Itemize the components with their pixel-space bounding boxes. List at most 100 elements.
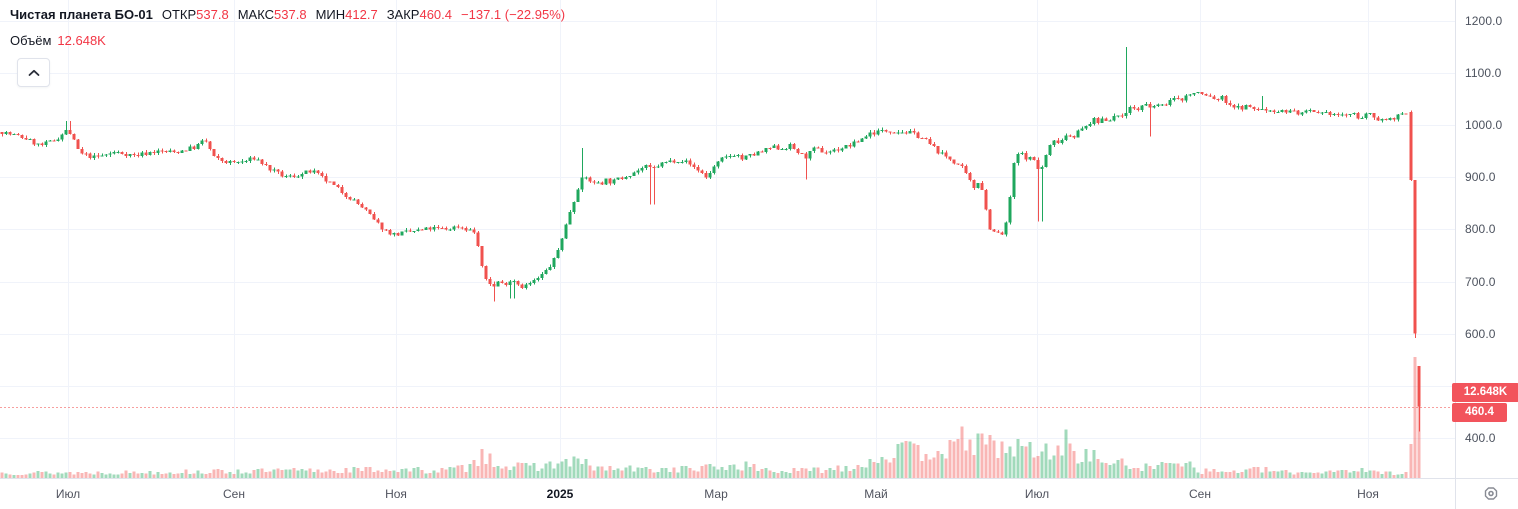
volume-bar (908, 441, 912, 478)
volume-bar (164, 473, 168, 478)
candle-body (1152, 105, 1156, 108)
candle-body (324, 175, 328, 182)
candle-body (828, 151, 832, 153)
candle-body (1340, 114, 1344, 116)
volume-bar (1016, 438, 1020, 478)
volume-bar (132, 471, 136, 478)
candle-body (872, 132, 876, 135)
volume-bar (472, 460, 476, 478)
candle-body (848, 145, 852, 147)
candle-body (308, 170, 312, 173)
volume-bar (692, 470, 696, 478)
volume-bar (260, 468, 264, 478)
candle-body (16, 134, 20, 136)
volume-bar (1096, 458, 1100, 478)
volume-bar (848, 471, 852, 478)
candle-body (1076, 130, 1080, 138)
candle-body (464, 227, 468, 231)
volume-bar (1272, 471, 1276, 478)
volume-bar (196, 470, 200, 478)
candle-body (220, 158, 224, 162)
time-tick-label: Июл (55, 487, 81, 501)
volume-bar (616, 468, 620, 478)
volume-bar (100, 473, 104, 478)
volume-bar (872, 461, 876, 478)
candle-body (1409, 112, 1413, 180)
last-price-badge: 460.4 (1452, 402, 1507, 422)
candle-body (88, 153, 92, 159)
candle-body (384, 229, 388, 231)
volume-bar (300, 468, 304, 478)
candle-body (492, 283, 496, 287)
candle-body (120, 152, 124, 155)
candle-body (288, 175, 292, 177)
volume-bar (484, 464, 488, 478)
volume-bar (832, 469, 836, 478)
candle-body (112, 152, 116, 154)
volume-bar (136, 473, 140, 478)
candle-body (436, 227, 440, 229)
volume-bar (1244, 469, 1248, 478)
volume-bar (212, 469, 216, 478)
candle-body (144, 152, 148, 155)
volume-bar (396, 472, 400, 478)
volume-bar (80, 473, 84, 478)
candle-body (904, 132, 908, 134)
volume-bar (736, 469, 740, 478)
volume-bar (1224, 472, 1228, 478)
volume-bar (664, 468, 668, 478)
volume-bar (1024, 446, 1028, 478)
volume-bar (172, 473, 176, 478)
candle-body (852, 141, 856, 147)
volume-bar (152, 474, 156, 478)
volume-bar (1176, 463, 1180, 478)
candle-body (1176, 97, 1180, 99)
candle-body (520, 284, 524, 288)
volume-bar (1072, 450, 1076, 478)
candle-body (812, 147, 816, 152)
volume-bar (920, 460, 924, 478)
candle-body (1080, 128, 1084, 131)
time-axis[interactable]: Июл Сен Ноя 2025 Мар Май Июл Сен Ноя (0, 478, 1518, 509)
volume-badge: 12.648K (1452, 382, 1518, 402)
crosshair-target-icon (1484, 487, 1498, 500)
volume-bar (900, 442, 904, 478)
volume-legend: Объём 12.648K (10, 33, 106, 48)
candle-body (392, 232, 396, 235)
volume-bar (348, 472, 352, 478)
candle-body (1292, 110, 1296, 112)
candle-body (260, 159, 264, 165)
candle-body (1417, 366, 1421, 407)
volume-bar (884, 459, 888, 478)
volume-bar (144, 473, 148, 478)
price-axis[interactable]: 12.648K 460.4 1200.0 1100.0 1000.0 900.0 800… (1452, 0, 1518, 478)
candlestick-chart-canvas[interactable] (0, 0, 1455, 478)
volume-bar (1409, 444, 1413, 478)
candle-body (768, 147, 772, 149)
collapse-legend-button[interactable] (17, 58, 50, 87)
volume-bar (456, 465, 460, 478)
volume-bar (716, 469, 720, 478)
candle-body (820, 148, 824, 153)
time-tick-label: Ноя (385, 487, 407, 501)
chart-legend: Чистая планета БО-01 ОТКР 537.8 МАКС 537.8… (10, 7, 565, 22)
candle-body (1300, 112, 1304, 115)
candle-body (788, 143, 792, 149)
volume-bar (388, 470, 392, 478)
candle-body (1288, 110, 1292, 113)
candle-body (664, 161, 668, 163)
candle-body (936, 146, 940, 154)
candle-body (884, 129, 888, 132)
volume-bar (936, 450, 940, 478)
candle-body (48, 140, 52, 142)
candle-body (1060, 139, 1064, 143)
volume-bar (1288, 472, 1292, 478)
candle-body (1148, 103, 1152, 108)
crosshair-settings-button[interactable] (1481, 484, 1501, 504)
volume-bar (1264, 467, 1268, 478)
volume-bar (356, 467, 360, 478)
candle-body (808, 151, 812, 159)
candle-body (1132, 107, 1136, 109)
candle-body (596, 182, 600, 184)
candle-body (988, 209, 992, 230)
